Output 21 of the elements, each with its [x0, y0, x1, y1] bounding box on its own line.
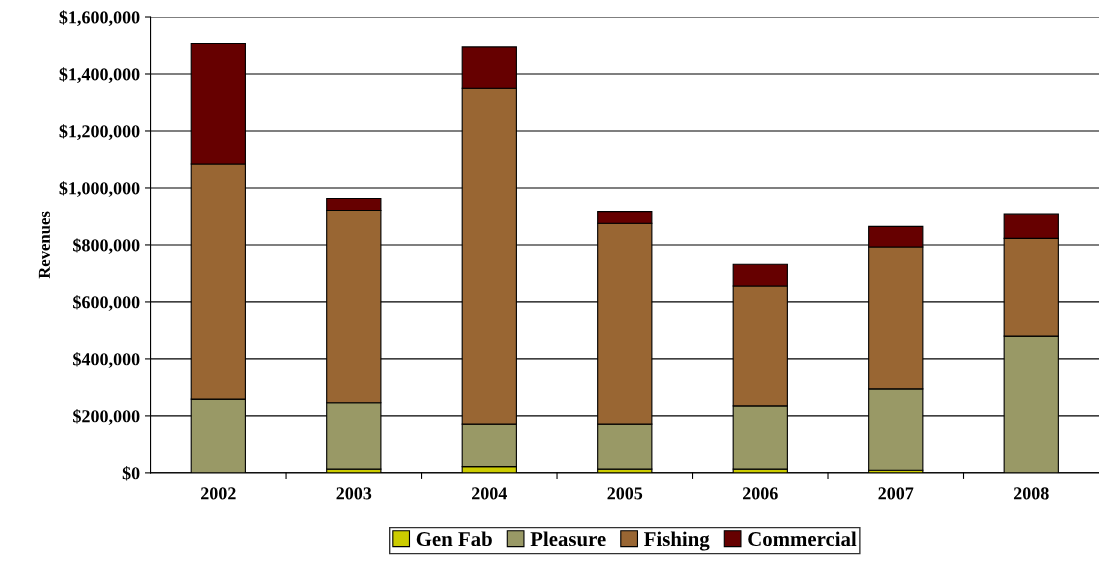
- x-tick-label: 2004: [471, 487, 508, 500]
- x-tick-label: 2002: [201, 487, 236, 500]
- x-tick-label: 2003: [336, 487, 372, 500]
- y-tick-label: $1,200,000: [59, 124, 140, 141]
- x-tick-label: 2006: [742, 487, 778, 500]
- y-tick-label: $400,000: [73, 352, 140, 368]
- y-tick-label: $1,400,000: [59, 67, 140, 84]
- legend-label: Fishing: [644, 531, 710, 551]
- x-tick-label: 2005: [607, 487, 643, 500]
- y-tick-label: $1,000,000: [59, 181, 140, 198]
- x-tick-label: 2007: [878, 487, 914, 500]
- y-axis-title: Revenues: [38, 211, 50, 279]
- y-tick-label: $1,600,000: [59, 10, 140, 27]
- legend-label: Pleasure: [530, 531, 606, 547]
- y-tick-label: $0: [122, 466, 140, 481]
- legend-label: Commercial: [748, 531, 857, 547]
- x-tick-label: 2008: [1013, 487, 1049, 500]
- y-tick-label: $600,000: [73, 295, 140, 311]
- y-tick-label: $200,000: [73, 409, 140, 425]
- y-tick-label: $800,000: [73, 238, 140, 254]
- legend-label: Gen Fab: [416, 531, 492, 547]
